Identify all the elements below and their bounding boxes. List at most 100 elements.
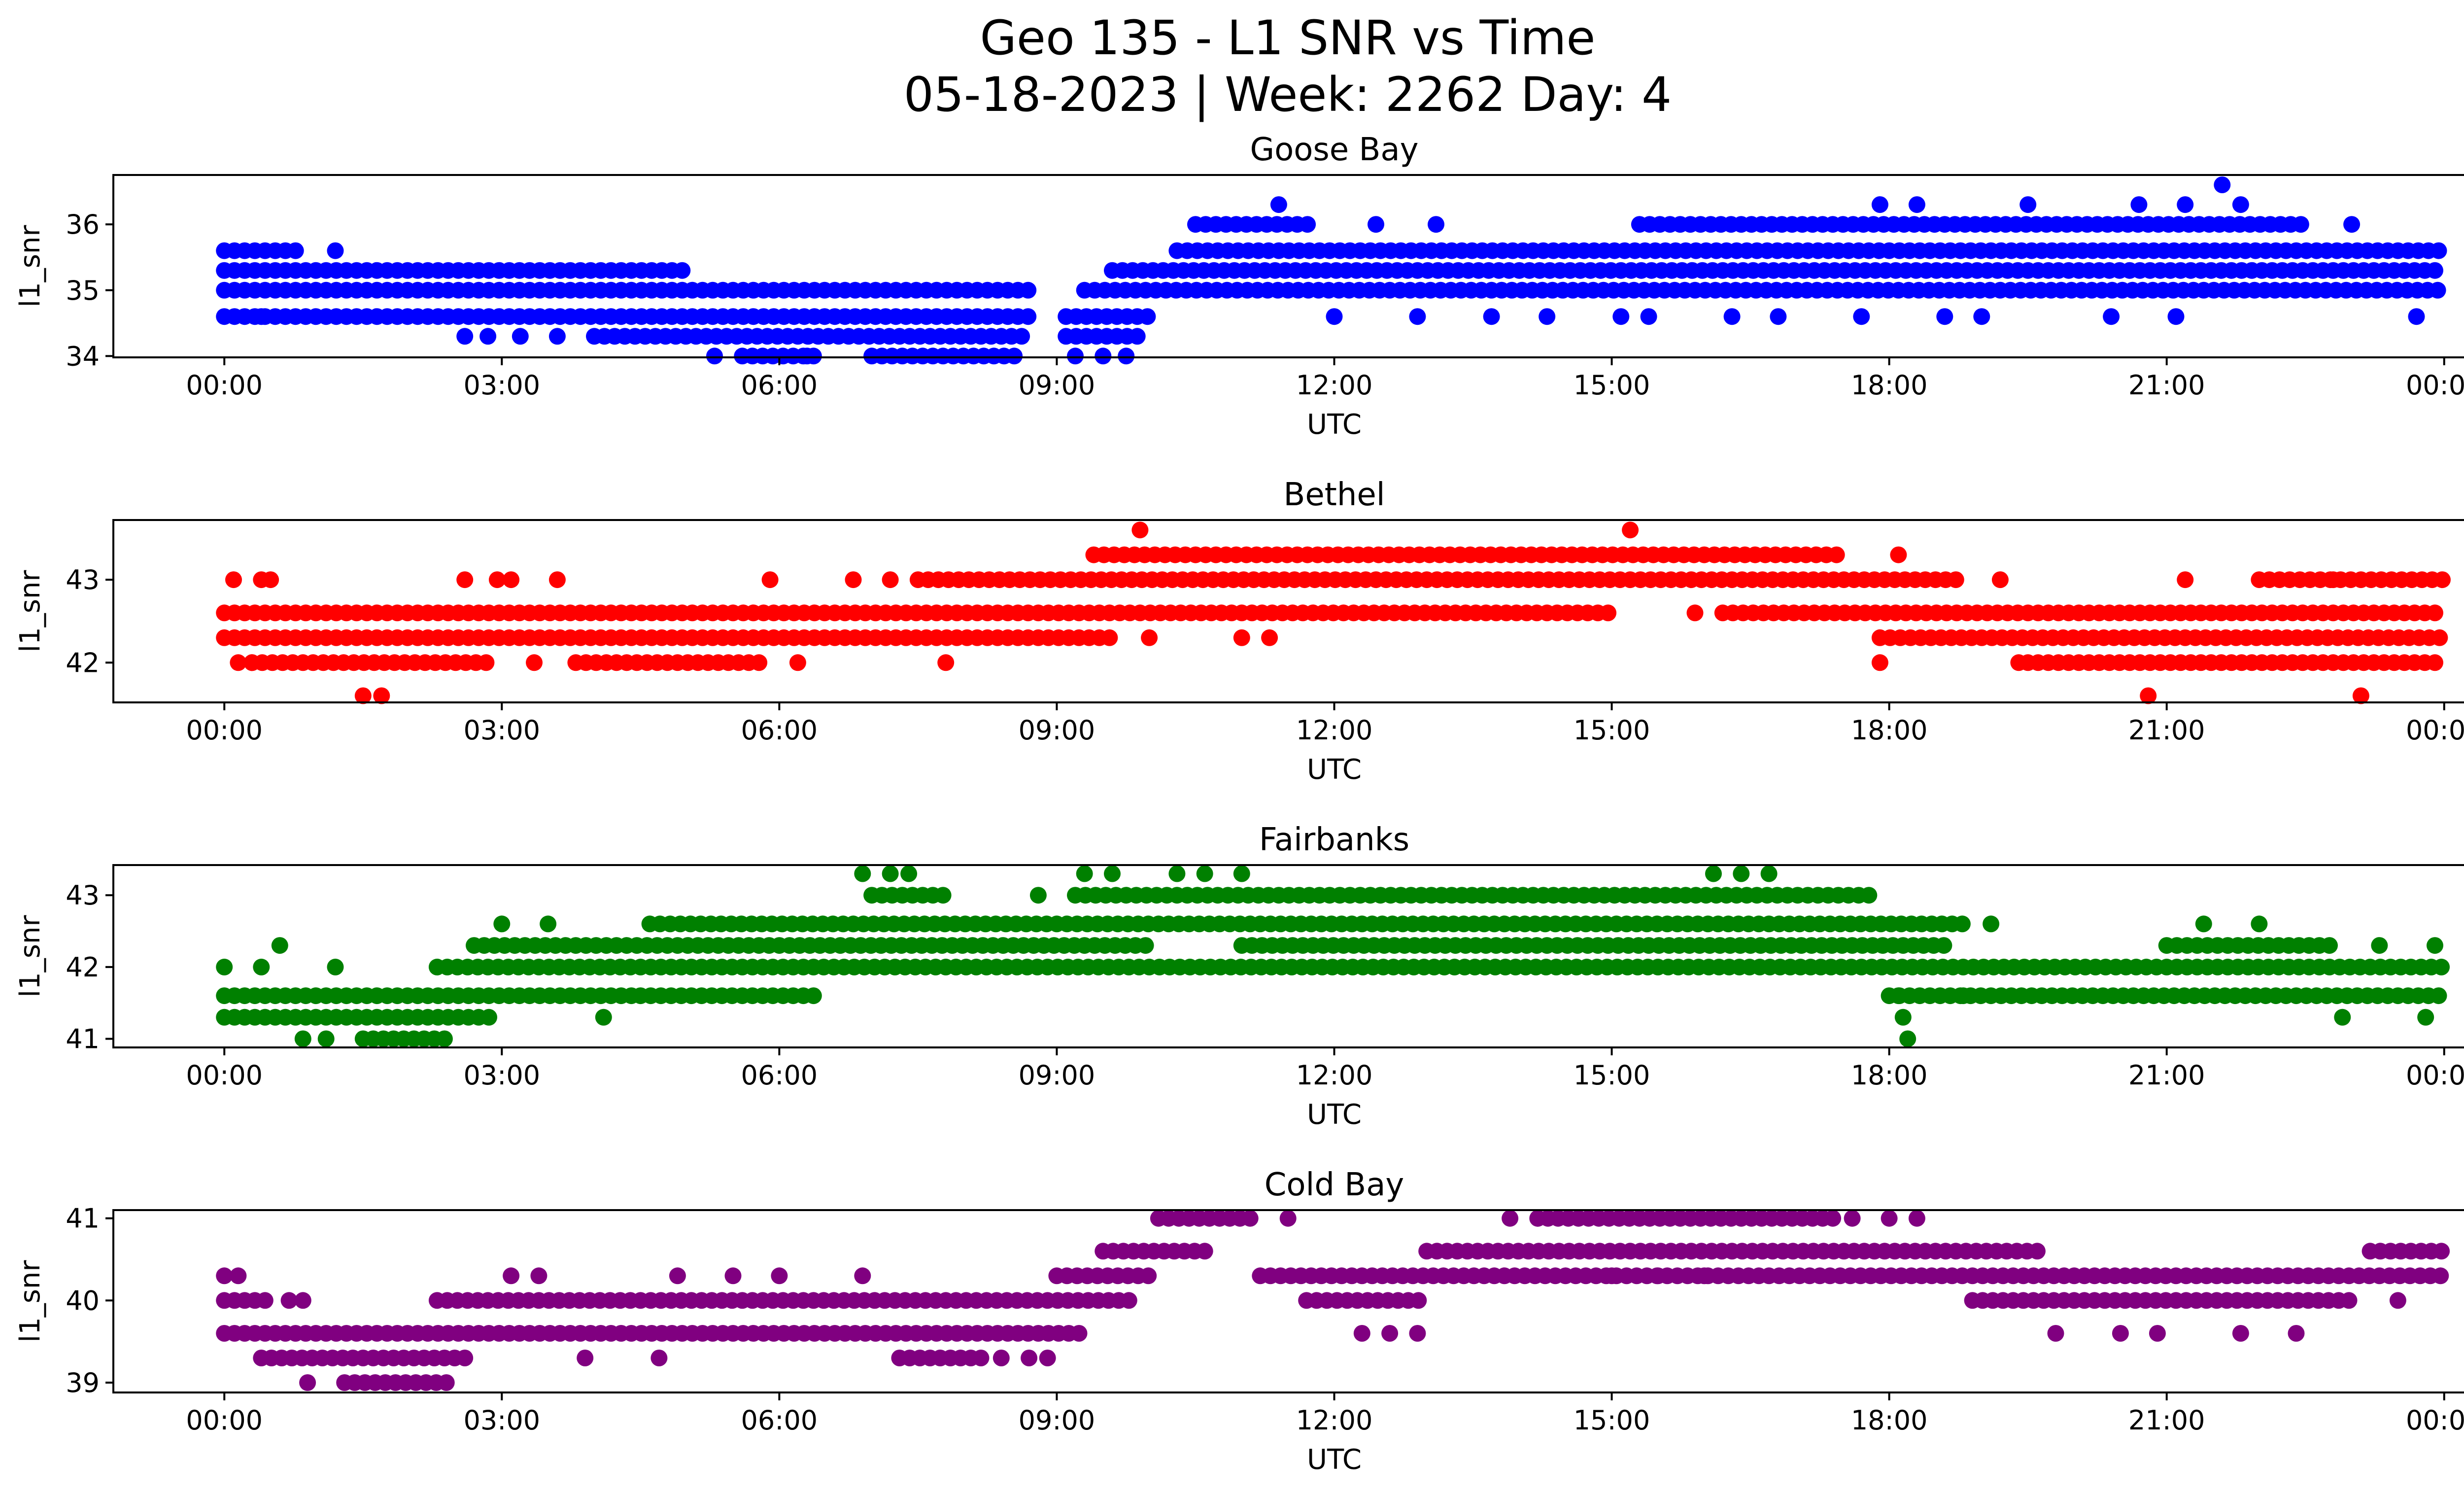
x-tick-label: 09:00 — [1019, 715, 1095, 746]
subplot-title: Bethel — [1283, 477, 1385, 513]
data-point — [2429, 281, 2446, 299]
data-point — [1299, 216, 1316, 233]
data-point — [1908, 1210, 1925, 1227]
y-tick-label: 39 — [66, 1367, 100, 1398]
data-point — [2427, 604, 2443, 622]
data-point — [2389, 1292, 2406, 1309]
data-point — [493, 915, 511, 933]
data-point — [2149, 1325, 2166, 1342]
data-point — [1723, 308, 1741, 325]
x-axis-label: UTC — [1307, 409, 1362, 441]
data-point — [1196, 1243, 1213, 1260]
data-point — [1020, 281, 1037, 299]
data-point — [2130, 196, 2148, 213]
data-point — [1899, 1030, 1916, 1047]
x-tick-label: 00:00 — [2406, 715, 2464, 746]
data-point — [1483, 308, 1500, 325]
x-tick-label: 15:00 — [1574, 1060, 1650, 1091]
data-point — [1853, 308, 1870, 325]
data-point — [503, 571, 520, 589]
figure-title-line2: 05-18-2023 | Week: 2262 Day: 4 — [904, 67, 1672, 123]
data-point — [1953, 915, 1971, 933]
data-point — [1381, 1325, 1399, 1342]
data-point — [1368, 216, 1384, 233]
data-point — [1261, 629, 1278, 646]
data-point — [299, 1374, 316, 1391]
data-point — [2047, 1325, 2064, 1342]
x-tick-label: 18:00 — [1851, 715, 1928, 746]
data-point — [1871, 654, 1888, 671]
data-point — [253, 308, 270, 325]
data-point — [530, 1267, 548, 1285]
data-point — [2417, 1008, 2434, 1026]
data-point — [1241, 1210, 1259, 1227]
data-point — [761, 571, 779, 589]
data-point — [2292, 216, 2309, 233]
data-point — [287, 242, 304, 259]
figure-title-line1: Geo 135 - L1 SNR vs Time — [980, 10, 1596, 66]
data-point — [2334, 1008, 2351, 1026]
data-point — [882, 571, 899, 589]
data-point — [280, 1292, 298, 1309]
data-point — [1168, 865, 1186, 882]
y-tick-label: 42 — [66, 647, 100, 678]
x-tick-label: 00:00 — [2406, 1405, 2464, 1436]
data-point — [1770, 308, 1787, 325]
data-point — [2214, 176, 2231, 193]
x-tick-label: 15:00 — [1574, 1405, 1650, 1436]
data-point — [548, 328, 566, 345]
data-point — [1908, 196, 1925, 213]
data-point — [1603, 1267, 1620, 1285]
data-point — [937, 654, 955, 671]
data-point — [1270, 196, 1287, 213]
x-tick-label: 03:00 — [463, 715, 540, 746]
subplot-3: Cold Bay 00:00 03:00 06:00 09:00 12:00 15:00 18… — [14, 1167, 2464, 1476]
data-point — [1233, 629, 1250, 646]
y-tick-label: 36 — [66, 209, 100, 240]
data-point — [1600, 604, 1617, 622]
data-point — [1120, 1292, 1137, 1309]
data-point — [724, 1267, 742, 1285]
data-point — [2430, 242, 2447, 259]
data-point — [1428, 216, 1444, 233]
x-tick-label: 21:00 — [2128, 1060, 2205, 1091]
data-point — [798, 348, 816, 365]
data-point — [294, 1292, 311, 1309]
subplot-0: Goose Bay 00:00 03:00 06:00 09:00 12:00 15:00 1… — [14, 132, 2464, 441]
data-point — [1539, 308, 1556, 325]
data-point — [2232, 1325, 2249, 1342]
data-point — [216, 1267, 233, 1285]
data-point — [1954, 987, 1972, 1005]
data-point — [256, 1292, 274, 1309]
x-tick-label: 09:00 — [1019, 1060, 1095, 1091]
data-point — [2167, 308, 2185, 325]
data-point — [2010, 654, 2027, 671]
scatter-series — [216, 176, 2447, 365]
x-tick-label: 09:00 — [1019, 370, 1095, 401]
data-point — [503, 1267, 520, 1285]
data-point — [2112, 1325, 2129, 1342]
data-point — [1409, 308, 1426, 325]
data-point — [216, 958, 233, 975]
x-tick-label: 00:00 — [186, 715, 263, 746]
y-tick-label: 35 — [66, 275, 100, 306]
data-point — [1076, 865, 1093, 882]
data-point — [1973, 308, 1990, 325]
data-point — [1824, 1210, 1842, 1227]
subplot-2: Fairbanks 00:00 03:00 06:00 09:00 12:00 15:00 1… — [14, 822, 2464, 1131]
data-point — [751, 654, 768, 671]
data-point — [2352, 687, 2369, 704]
data-point — [1139, 308, 1156, 325]
data-point — [1705, 865, 1722, 882]
subplot-title: Cold Bay — [1265, 1167, 1404, 1203]
data-point — [2432, 1267, 2449, 1285]
data-point — [1649, 1267, 1667, 1285]
data-point — [1039, 1350, 1056, 1366]
data-point — [2103, 308, 2120, 325]
x-tick-label: 18:00 — [1851, 370, 1928, 401]
data-point — [271, 937, 288, 954]
x-tick-label: 06:00 — [741, 1060, 818, 1091]
data-point — [595, 1008, 612, 1026]
data-point — [1118, 348, 1135, 365]
